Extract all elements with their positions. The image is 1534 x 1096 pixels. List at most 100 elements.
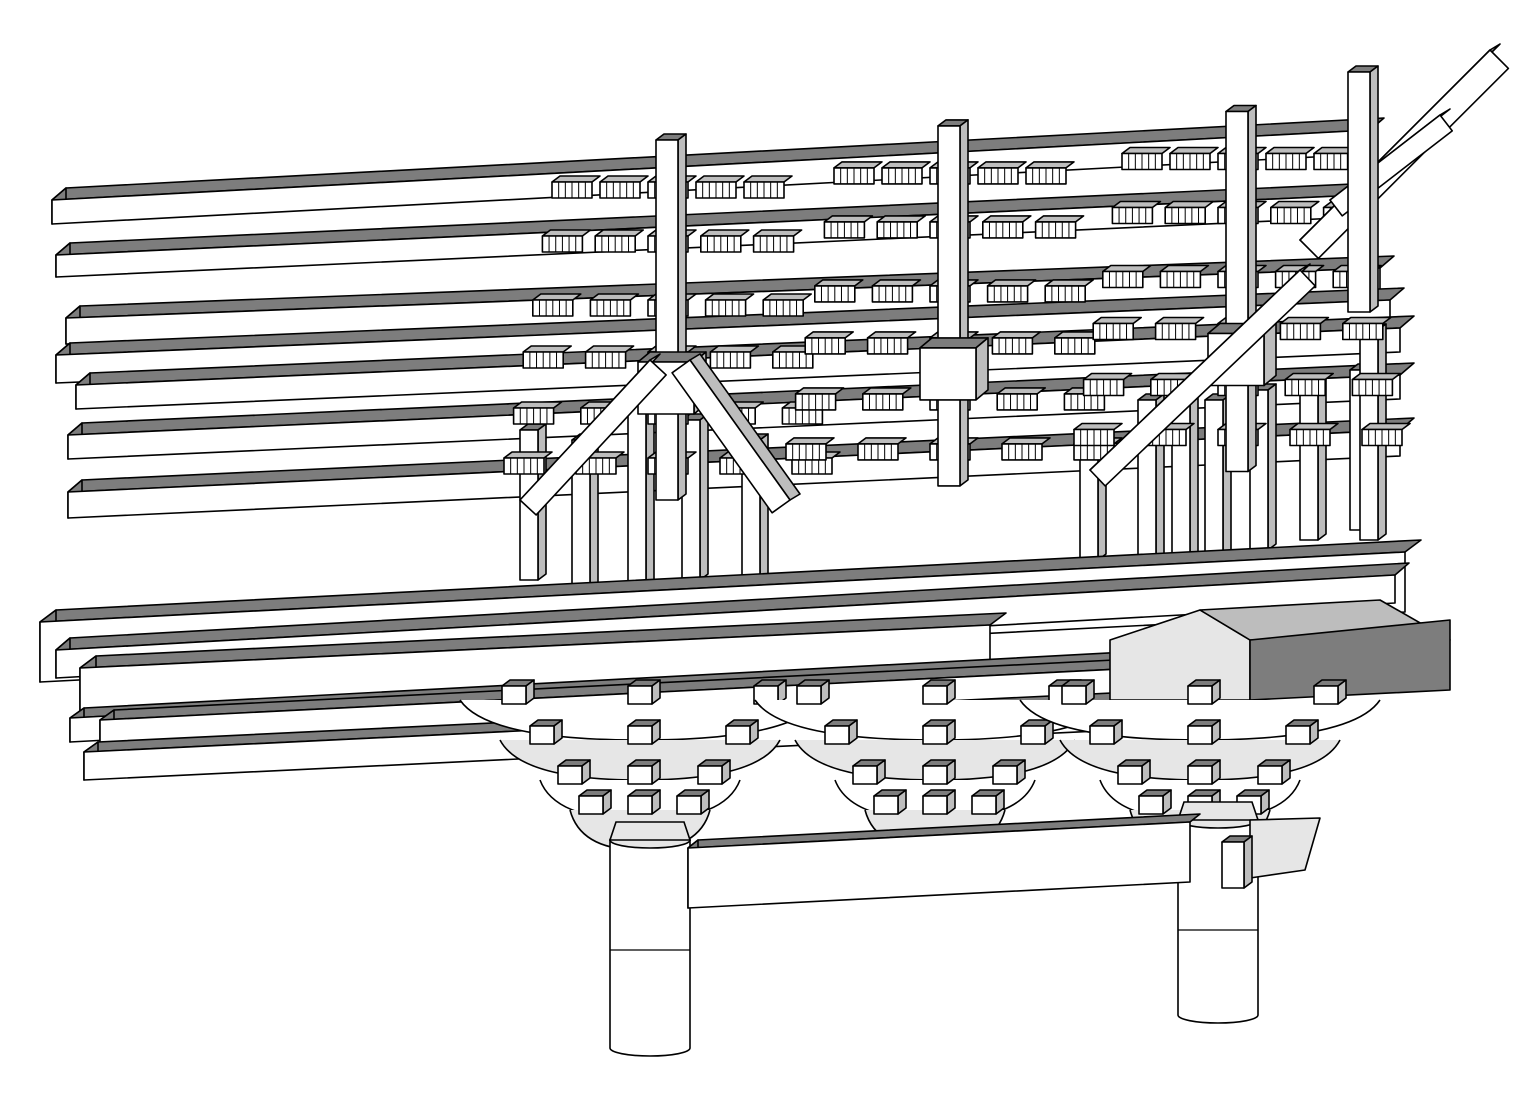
bracket-arm-center-r3-5-top [1044, 279, 1094, 287]
lower-block-center-t2-1-front [824, 725, 850, 745]
king-post-right [1225, 104, 1257, 473]
lower-block-right-t2-1-front [1089, 725, 1115, 745]
bracket-arm-center-r5-4 [996, 387, 1046, 411]
lower-block-left-t1-1-front [501, 685, 527, 705]
lower-block-left-t2-2-front [627, 725, 653, 745]
lower-block-center-t1-1 [796, 679, 830, 705]
bracket-arm-center-r1-5 [1025, 161, 1075, 185]
corner-post-front [1347, 71, 1371, 313]
bracket-arm-center-r3-2-top [871, 279, 922, 287]
bracket-arm-right-r1-2-top [1169, 146, 1219, 155]
bracket-arm-left-r5-1 [512, 401, 563, 425]
lower-block-right-t2-2-front [1187, 725, 1213, 745]
post-4-side [699, 413, 709, 581]
lower-block-left-t3-2-front [627, 765, 653, 785]
bracket-arm-right-r4-1 [1092, 316, 1142, 341]
bracket-arm-left-r3-2 [589, 293, 640, 317]
bracket-arm-left-r2-1-top [541, 229, 592, 237]
post-10-side [1267, 383, 1277, 551]
post-9-front [1204, 399, 1224, 561]
bracket-arm-right-r6-1-top [1073, 422, 1123, 431]
lower-block-left-t3-1 [557, 759, 591, 785]
lower-block-right-t2-2 [1187, 719, 1221, 745]
lower-block-left-t2-3 [725, 719, 759, 745]
lower-block-left-t1-3 [753, 679, 787, 705]
bracket-arm-right-r1-4 [1265, 146, 1315, 171]
bracket-arm-right-r3-1 [1102, 264, 1152, 289]
bracket-arm-right-r4-2 [1154, 316, 1205, 341]
diagonal-arm-1-face [519, 359, 667, 516]
lower-block-right-t1-2-front [1187, 685, 1213, 705]
lower-block-center-t1-1-front [796, 685, 822, 705]
lower-block-center-t3-1 [852, 759, 886, 785]
cap-block-center-front [919, 347, 977, 401]
bracket-arm-center-r3-1 [813, 279, 864, 303]
bracket-arm-left-r6-1-top [503, 451, 553, 459]
bracket-arm-left-r3-2-top [589, 293, 640, 301]
bracket-arm-center-r3-5 [1044, 279, 1094, 303]
bracket-arm-left-r2-4 [699, 229, 750, 253]
columns [608, 801, 1321, 1057]
bracket-arm-right-r6-5-top [1361, 422, 1411, 431]
lower-block-right-t4-1-front [1138, 795, 1164, 815]
bracket-arm-left-r5-1-top [512, 401, 563, 409]
lower-block-center-t2-3 [1020, 719, 1054, 745]
diagonal-arm-1 [519, 353, 667, 516]
bracket-arm-right-r3-1-top [1102, 264, 1152, 273]
bracket-arm-left-r3-5-top [762, 293, 813, 301]
lower-block-center-t1-2 [922, 679, 956, 705]
bracket-arm-right-r2-1-top [1111, 200, 1162, 209]
bracket-arm-center-r3-4-top [986, 279, 1037, 287]
bracket-arm-left-r2-5 [752, 229, 803, 253]
lower-block-center-t3-2-front [922, 765, 948, 785]
lower-block-left-t4-2 [627, 789, 661, 815]
lower-block-left-t1-2 [627, 679, 661, 705]
post-3-front [627, 399, 647, 591]
lower-block-center-t2-1 [824, 719, 858, 745]
bracket-arm-left-r1-5-top [743, 175, 793, 183]
lower-block-left-t3-3-front [697, 765, 723, 785]
lower-block-center-t3-1-front [852, 765, 878, 785]
bracket-arm-center-r4-2 [866, 331, 917, 355]
bracket-arm-right-r5-4 [1284, 372, 1334, 397]
bracket-arm-right-r6-5 [1361, 422, 1411, 447]
bracket-arm-center-r6-4-top [1001, 437, 1051, 445]
bracket-arm-center-r5-2-top [861, 387, 912, 395]
king-post-right-side [1247, 104, 1257, 473]
king-post-center [937, 119, 969, 487]
lower-block-center-t3-3-front [992, 765, 1018, 785]
bracket-arm-left-r1-2 [599, 175, 649, 199]
bracket-arm-right-r1-2 [1169, 146, 1219, 171]
post-11-side [1317, 373, 1327, 541]
lower-block-center-t1-2-front [922, 685, 948, 705]
lower-block-left-t4-1 [578, 789, 612, 815]
bracket-arm-left-r1-4-top [695, 175, 745, 183]
bracket-arm-center-r6-1-top [785, 437, 835, 445]
corner-beam-block [1109, 599, 1451, 701]
lower-block-left-t2-3-front [725, 725, 751, 745]
king-post-left-front [655, 139, 679, 501]
bracket-arm-right-r5-4-top [1284, 372, 1334, 381]
lower-block-right-t2-3-front [1285, 725, 1311, 745]
bracket-arm-center-r2-2-top [876, 215, 927, 223]
bracket-arm-left-r4-1 [522, 345, 573, 369]
corner-plate [1249, 817, 1321, 879]
lower-block-left-t2-2 [627, 719, 661, 745]
bracket-arm-left-r2-1 [541, 229, 592, 253]
bracket-arm-center-r2-2 [876, 215, 927, 239]
lower-block-left-t1-1 [501, 679, 535, 705]
bracket-arm-center-r1-5-top [1025, 161, 1075, 169]
bracket-arm-left-r2-2-top [594, 229, 645, 237]
bracket-arm-center-r2-4 [981, 215, 1032, 239]
lower-block-right-t4-1 [1138, 789, 1172, 815]
cap-block-center [919, 337, 989, 401]
bracket-arm-right-r6-1 [1073, 422, 1123, 447]
column-left [608, 821, 692, 1057]
lower-block-left-t3-2 [627, 759, 661, 785]
diagonal-arm-3 [1089, 263, 1316, 487]
bracket-arm-center-r5-2 [861, 387, 912, 411]
lower-block-left-t4-2-front [627, 795, 653, 815]
lower-block-right-t3-2-front [1187, 765, 1213, 785]
bracket-arm-right-r4-5-top [1342, 316, 1392, 325]
bracket-arm-right-r5-1 [1082, 372, 1133, 397]
